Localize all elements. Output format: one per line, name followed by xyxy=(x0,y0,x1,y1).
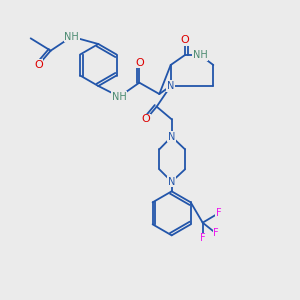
Text: N: N xyxy=(167,81,174,91)
Text: F: F xyxy=(215,208,221,218)
Text: O: O xyxy=(135,58,144,68)
Text: F: F xyxy=(213,228,219,238)
Text: NH: NH xyxy=(193,50,207,60)
Text: F: F xyxy=(200,233,206,243)
Text: O: O xyxy=(181,35,189,45)
Text: N: N xyxy=(168,132,176,142)
Text: NH: NH xyxy=(64,32,79,42)
Text: O: O xyxy=(142,114,150,124)
Text: N: N xyxy=(168,177,176,187)
Text: O: O xyxy=(34,60,43,70)
Text: NH: NH xyxy=(112,92,127,102)
